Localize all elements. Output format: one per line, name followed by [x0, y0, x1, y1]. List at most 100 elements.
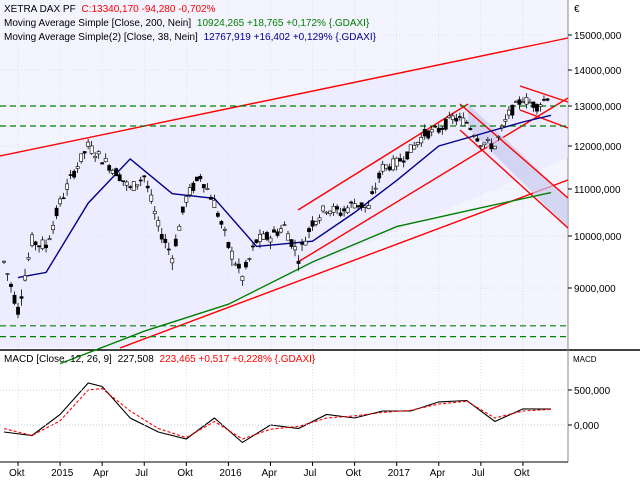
candle-body — [261, 233, 266, 240]
candle-body — [538, 104, 543, 107]
candle-body — [156, 220, 161, 227]
macd-legend: MACD [Close, 12, 26, 9] 227,508 223,465 … — [4, 354, 316, 365]
x-tick-label: Apr — [261, 468, 277, 479]
candle-body — [114, 168, 119, 177]
candle-body — [173, 238, 178, 247]
candle-body — [37, 245, 41, 248]
price-candles — [2, 93, 550, 319]
candle-body — [240, 276, 245, 281]
candle-body — [412, 145, 417, 150]
x-tick-label: Okt — [514, 468, 530, 479]
trend-line — [297, 97, 569, 263]
candle-body — [208, 196, 213, 200]
candle-body — [307, 228, 311, 233]
candle-body — [19, 296, 24, 299]
y-tick-label: 13000,000 — [574, 102, 622, 113]
trend-line — [297, 103, 469, 211]
candle-body — [58, 198, 63, 205]
candle-body — [468, 128, 473, 130]
ma38-label: Moving Average Simple(2) [Close, 38, Nei… — [4, 32, 198, 43]
candle-body — [314, 221, 318, 225]
macd-y-tick-label: 0,000 — [574, 421, 599, 432]
y-tick-label: 14000,000 — [574, 66, 622, 77]
candle-body — [342, 208, 347, 212]
y-axis: 15000,000 14000,000 13000,000 12000,000 1100… — [0, 31, 622, 432]
trend-line — [519, 109, 569, 129]
candle-body — [394, 157, 399, 167]
candle-body — [68, 174, 73, 176]
candle-body — [33, 241, 38, 246]
candle-body — [317, 217, 322, 221]
candle-body — [26, 257, 31, 260]
candle-body — [152, 210, 157, 215]
candle-body — [226, 242, 231, 248]
candle-body — [464, 122, 469, 124]
candle-body — [163, 238, 168, 243]
candle-body — [401, 160, 406, 163]
candle-body — [429, 129, 434, 133]
candle-body — [247, 258, 252, 260]
main-header: XETRA DAX PF C:13340,170 -94,280 -0,702%… — [4, 4, 377, 43]
trend-line — [459, 103, 569, 199]
candle-body — [471, 135, 476, 137]
candle-body — [265, 232, 269, 240]
candle-body — [531, 101, 536, 108]
candle-body — [310, 220, 315, 227]
candle-body — [524, 97, 529, 105]
macd-header: MACD [Close, 12, 26, 9] 227,508 223,465 … — [4, 354, 597, 365]
candle-body — [47, 238, 52, 240]
candle-body — [415, 141, 420, 145]
candle-body — [166, 248, 171, 251]
candle-body — [110, 169, 115, 174]
candle-body — [398, 158, 403, 162]
x-tick-label: Jul — [135, 468, 148, 479]
candle-body — [282, 224, 287, 226]
candle-body — [187, 187, 192, 196]
candle-body — [489, 143, 494, 150]
x-tick-label: Apr — [430, 468, 446, 479]
candle-body — [194, 176, 199, 182]
candle-body — [514, 101, 518, 103]
macd-signal-line — [3, 388, 552, 440]
candle-body — [23, 275, 27, 281]
candle-body — [230, 250, 234, 260]
x-axis: Okt 2015 Apr Jul Okt 2016 Apr Jul Okt 2017 Apr Jul O… — [9, 462, 530, 479]
candle-body — [422, 129, 427, 137]
candle-body — [352, 203, 357, 209]
candle-body — [145, 185, 150, 189]
candle-body — [496, 136, 501, 138]
macd-panel-bg — [0, 352, 568, 462]
x-tick-label: Okt — [346, 468, 362, 479]
candle-body — [457, 116, 462, 118]
candle-body — [293, 246, 297, 251]
candle-body — [138, 179, 143, 182]
candle-body — [387, 166, 392, 171]
x-tick-label: Jul — [472, 468, 485, 479]
candle-body — [131, 181, 136, 191]
candle-body — [545, 98, 550, 101]
x-tick-label: 2017 — [388, 468, 411, 479]
candle-body — [5, 273, 10, 275]
candle-body — [244, 261, 248, 268]
candle-body — [9, 283, 13, 287]
candle-body — [44, 244, 48, 249]
candle-body — [286, 233, 290, 241]
candle-body — [100, 162, 105, 165]
macd-signal: 223,465 +0,517 +0,228% {.GDAXI} — [160, 354, 316, 365]
candle-body — [222, 229, 227, 231]
candle-body — [405, 151, 410, 160]
candle-body — [51, 225, 55, 231]
candle-body — [300, 242, 304, 245]
sma200-line — [59, 191, 552, 365]
candle-body — [443, 119, 448, 130]
candle-body — [117, 174, 122, 182]
candle-body — [2, 260, 6, 263]
candle-body — [61, 197, 66, 200]
candle-body — [384, 164, 389, 169]
candle-body — [359, 202, 364, 208]
candle-body — [408, 144, 413, 153]
candle-body — [254, 239, 259, 244]
candle-body — [447, 115, 452, 118]
candle-body — [528, 101, 532, 104]
candle-body — [475, 138, 480, 142]
